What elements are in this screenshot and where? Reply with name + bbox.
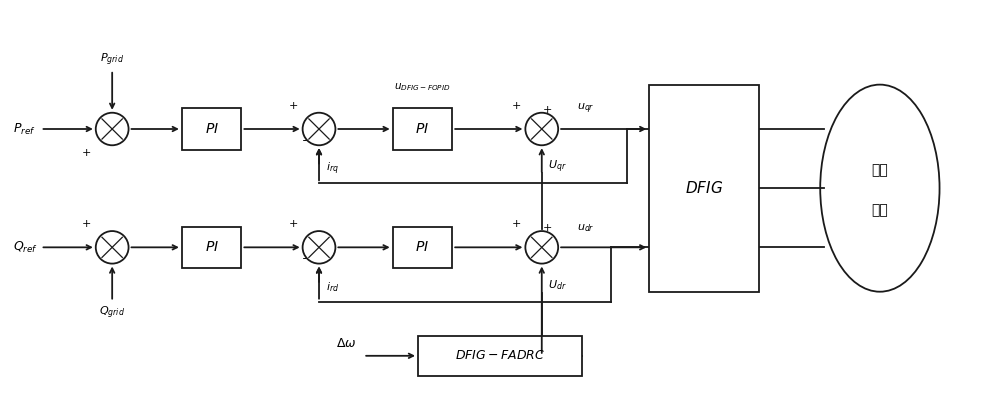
Text: 电力: 电力 [872, 164, 888, 178]
Bar [649, 85, 759, 292]
Circle shape [96, 113, 129, 145]
Text: $PI$: $PI$ [205, 240, 219, 254]
Text: $DFIG-FADRC$: $DFIG-FADRC$ [455, 349, 545, 362]
Circle shape [96, 231, 129, 264]
Text: $+$: $+$ [81, 218, 91, 229]
Text: $-$: $-$ [113, 116, 123, 126]
Ellipse shape [820, 85, 940, 292]
Text: $-$: $-$ [113, 250, 123, 260]
Text: $P_{grid}$: $P_{grid}$ [100, 52, 124, 68]
Text: $i_{rq}$: $i_{rq}$ [326, 160, 339, 177]
Text: $+$: $+$ [542, 222, 552, 233]
Circle shape [525, 231, 558, 264]
Text: $-$: $-$ [301, 252, 311, 262]
Text: $u_{dr}$: $u_{dr}$ [577, 222, 594, 234]
Circle shape [303, 231, 335, 264]
Bar [418, 336, 582, 376]
Text: $u_{DFIG-FOPID}$: $u_{DFIG-FOPID}$ [394, 82, 451, 94]
Text: $DFIG$: $DFIG$ [685, 180, 723, 196]
Text: $+$: $+$ [288, 100, 298, 111]
Text: $+$: $+$ [511, 100, 521, 111]
Text: $U_{dr}$: $U_{dr}$ [548, 278, 566, 292]
Text: $Q_{ref}$: $Q_{ref}$ [13, 240, 38, 255]
Text: $Q_{grid}$: $Q_{grid}$ [99, 304, 125, 321]
Text: $PI$: $PI$ [205, 122, 219, 136]
Bar [182, 227, 241, 268]
Text: $-$: $-$ [301, 134, 311, 144]
Text: 系统: 系统 [872, 203, 888, 217]
Circle shape [525, 113, 558, 145]
Text: $U_{qr}$: $U_{qr}$ [548, 158, 566, 175]
Bar [393, 227, 452, 268]
Bar [182, 108, 241, 150]
Text: $+$: $+$ [542, 104, 552, 115]
Text: $i_{rd}$: $i_{rd}$ [326, 280, 339, 294]
Text: $u_{qr}$: $u_{qr}$ [577, 102, 594, 116]
Text: $PI$: $PI$ [415, 240, 429, 254]
Text: $+$: $+$ [288, 218, 298, 229]
Bar [393, 108, 452, 150]
Text: $+$: $+$ [81, 147, 91, 158]
Text: $+$: $+$ [511, 218, 521, 229]
Text: $PI$: $PI$ [415, 122, 429, 136]
Text: $P_{ref}$: $P_{ref}$ [13, 122, 35, 136]
Circle shape [303, 113, 335, 145]
Text: $\Delta\omega$: $\Delta\omega$ [336, 338, 357, 350]
